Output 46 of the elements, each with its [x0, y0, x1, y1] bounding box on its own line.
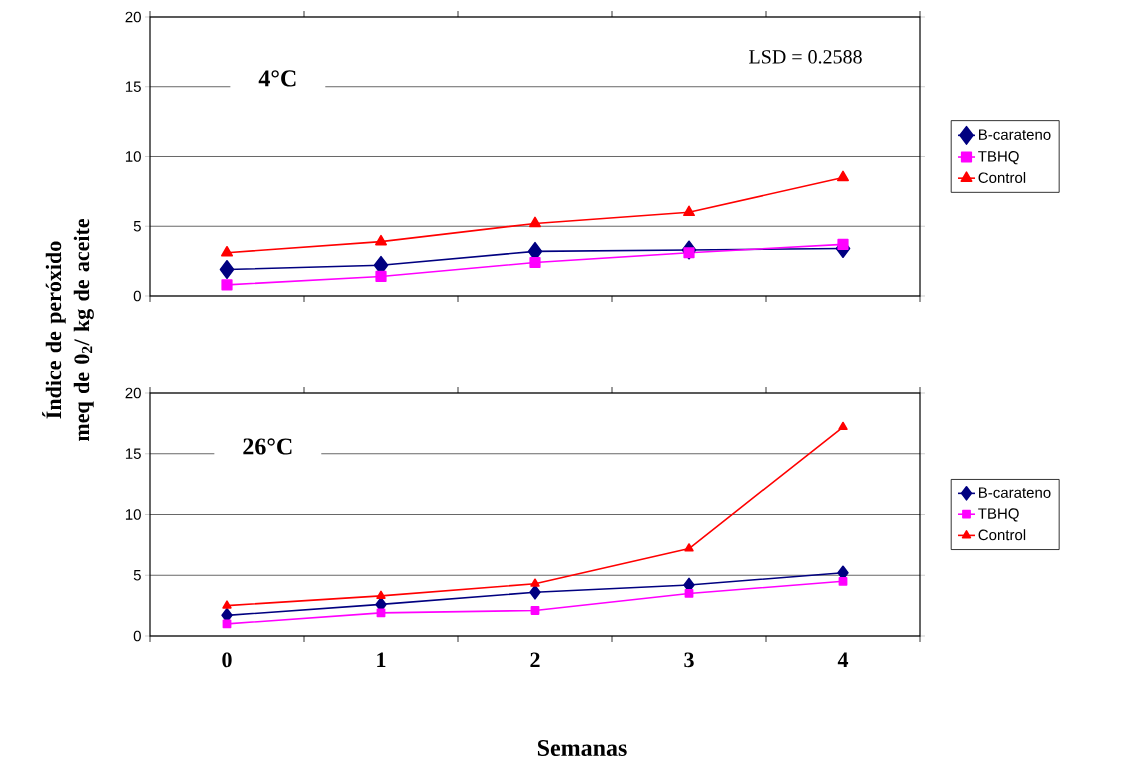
- y-tick-label: 5: [133, 570, 141, 581]
- point: [530, 578, 540, 587]
- point: [221, 279, 233, 291]
- x-tick-label: 2: [530, 652, 540, 668]
- point: [375, 234, 387, 246]
- point: [219, 259, 235, 279]
- point: [222, 600, 232, 609]
- point: [222, 619, 232, 629]
- text: 26°C: [243, 438, 292, 455]
- point: [529, 584, 541, 600]
- point: [683, 205, 695, 217]
- legend-label: Control: [978, 171, 1026, 183]
- legend-label: TBHQ: [978, 508, 1019, 522]
- x-tick-label: 3: [684, 652, 694, 668]
- point: [530, 606, 540, 615]
- y-tick-label: 10: [125, 151, 141, 162]
- point: [684, 543, 694, 552]
- x-axis-title: Semanas: [537, 739, 627, 757]
- x-tick-label: 4: [837, 652, 849, 667]
- y-tick-label: 15: [125, 81, 141, 92]
- point: [838, 576, 848, 586]
- point: [684, 589, 694, 598]
- point: [838, 421, 848, 431]
- annotation: LSD = 0.2588: [749, 50, 862, 64]
- point: [683, 247, 695, 259]
- point: [529, 256, 541, 269]
- legend-label: TBHQ: [978, 151, 1019, 165]
- legend-label: Control: [978, 529, 1026, 541]
- legend-label: B-carateno: [979, 129, 1051, 140]
- x-tick-label: 1: [377, 652, 386, 668]
- x-tick-label: 0: [222, 652, 232, 668]
- y-tick-label: 15: [125, 448, 141, 459]
- point: [837, 170, 849, 182]
- point: [529, 216, 541, 228]
- y-tick-label: 5: [133, 221, 141, 232]
- y-tick-label: 10: [125, 509, 141, 520]
- point: [376, 590, 386, 599]
- y-tick-label: 20: [125, 11, 141, 23]
- point: [221, 245, 233, 257]
- point: [837, 238, 849, 250]
- y-tick-label: 0: [133, 630, 141, 642]
- y-tick-label: 0: [133, 290, 141, 302]
- point: [375, 270, 387, 283]
- legend-label: B-carateno: [979, 487, 1051, 498]
- text: 4°C: [258, 70, 296, 87]
- y-tick-label: 20: [125, 387, 141, 399]
